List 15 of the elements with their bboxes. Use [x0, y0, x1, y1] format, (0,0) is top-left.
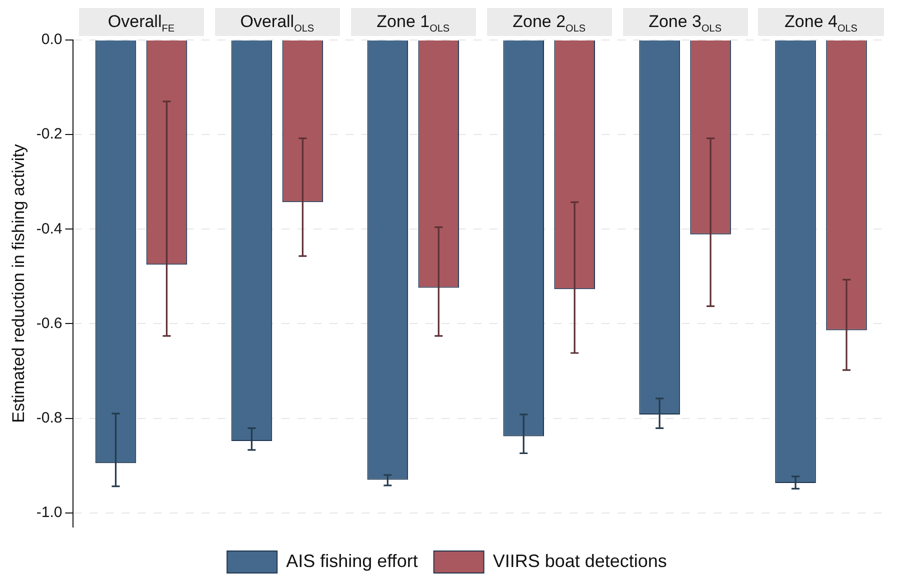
- x-tick-label: Zone 4$_{OLS}$: [758, 8, 884, 36]
- y-tick-label: -0.4: [36, 220, 62, 238]
- x-tick-label: Zone 2$_{OLS}$: [486, 8, 612, 36]
- x-tick-label: Overall$_{FE}$: [78, 8, 204, 36]
- y-axis-title: Estimated reduction in fishing activity: [8, 144, 28, 423]
- y-tick-label: -0.8: [36, 409, 62, 426]
- y-tick-label: 0.0: [41, 31, 62, 48]
- y-tick-label: -1.0: [36, 504, 62, 521]
- y-tick-label: -0.2: [36, 126, 62, 143]
- x-tick-label: Overall$_{OLS}$: [214, 8, 340, 36]
- legend-label: AIS fishing effort: [286, 550, 418, 571]
- x-tick-label: Zone 1$_{OLS}$: [350, 8, 476, 36]
- x-tick-label: Zone 3$_{OLS}$: [622, 8, 748, 36]
- legend-label: VIIRS boat detections: [492, 550, 667, 571]
- y-tick-label: -0.6: [36, 314, 62, 332]
